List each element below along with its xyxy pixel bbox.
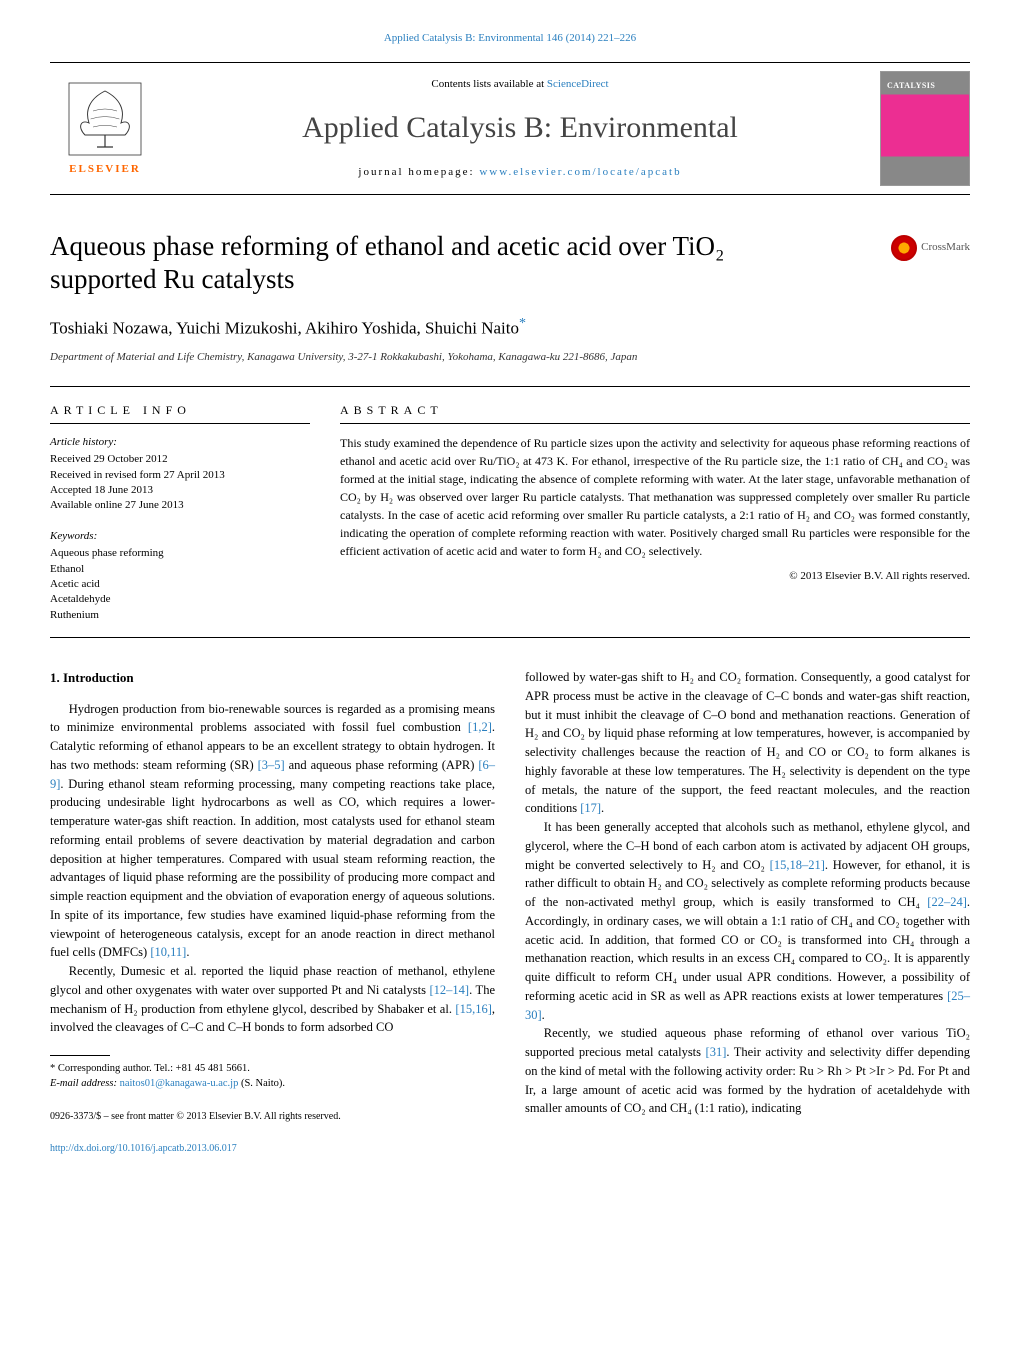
keyword-item: Acetaldehyde xyxy=(50,592,310,607)
article-info-panel: article info Article history: Received 2… xyxy=(50,401,310,624)
body-paragraph: Recently, Dumesic et al. reported the li… xyxy=(50,962,495,1037)
corresponding-marker: * xyxy=(519,316,526,331)
running-citation: Applied Catalysis B: Environmental 146 (… xyxy=(50,30,970,47)
history-received: Received 29 October 2012 xyxy=(50,452,310,467)
crossmark-label: CrossMark xyxy=(921,239,970,256)
footer-issn: 0926-3373/$ – see front matter © 2013 El… xyxy=(50,1110,495,1124)
abstract-text: This study examined the dependence of Ru… xyxy=(340,434,970,560)
article-title: Aqueous phase reforming of ethanol and a… xyxy=(50,230,810,298)
right-column: followed by water-gas shift to H₂ and CO… xyxy=(525,668,970,1155)
contents-available: Contents lists available at ScienceDirec… xyxy=(160,76,880,93)
email-footnote: E-mail address: naitos01@kanagawa-u.ac.j… xyxy=(50,1077,495,1092)
citation-link[interactable]: [1,2] xyxy=(468,720,492,734)
crossmark-widget[interactable]: CrossMark xyxy=(891,235,970,261)
footnote-separator xyxy=(50,1055,110,1056)
keywords-label: Keywords: xyxy=(50,528,310,545)
citation-link[interactable]: [17] xyxy=(580,801,601,815)
section-heading: 1. Introduction xyxy=(50,668,495,688)
journal-title: Applied Catalysis B: Environmental xyxy=(160,105,880,150)
author-names: Toshiaki Nozawa, Yuichi Mizukoshi, Akihi… xyxy=(50,319,519,338)
keyword-item: Ruthenium xyxy=(50,608,310,623)
crossmark-icon xyxy=(891,235,917,261)
keyword-item: Aqueous phase reforming xyxy=(50,546,310,561)
citation-link[interactable]: [15,18–21] xyxy=(770,858,825,872)
article-info-heading: article info xyxy=(50,401,310,424)
citation-link[interactable]: [22–24] xyxy=(927,895,967,909)
email-link[interactable]: naitos01@kanagawa-u.ac.jp xyxy=(120,1078,239,1089)
homepage-link[interactable]: www.elsevier.com/locate/apcatb xyxy=(479,166,681,178)
body-paragraph: It has been generally accepted that alco… xyxy=(525,818,970,1024)
elsevier-tree-icon xyxy=(65,79,145,159)
journal-cover-thumbnail: CATALYSIS xyxy=(880,71,970,186)
keyword-item: Ethanol xyxy=(50,562,310,577)
citation-link[interactable]: [12–14] xyxy=(430,983,470,997)
abstract-heading: abstract xyxy=(340,401,970,424)
corresponding-footnote: * Corresponding author. Tel.: +81 45 481… xyxy=(50,1062,495,1077)
abstract-copyright: © 2013 Elsevier B.V. All rights reserved… xyxy=(340,568,970,585)
body-paragraph: Recently, we studied aqueous phase refor… xyxy=(525,1024,970,1118)
citation-link[interactable]: [31] xyxy=(706,1045,727,1059)
homepage-prefix: journal homepage: xyxy=(358,166,479,178)
contents-prefix: Contents lists available at xyxy=(431,78,546,90)
publisher-name: ELSEVIER xyxy=(69,161,141,178)
history-online: Available online 27 June 2013 xyxy=(50,498,310,513)
body-paragraph: followed by water-gas shift to H₂ and CO… xyxy=(525,668,970,818)
publisher-logo: ELSEVIER xyxy=(50,73,160,183)
journal-homepage: journal homepage: www.elsevier.com/locat… xyxy=(160,164,880,181)
keyword-item: Acetic acid xyxy=(50,577,310,592)
body-paragraph: Hydrogen production from bio-renewable s… xyxy=(50,700,495,963)
left-column: 1. Introduction Hydrogen production from… xyxy=(50,668,495,1155)
doi-link[interactable]: http://dx.doi.org/10.1016/j.apcatb.2013.… xyxy=(50,1143,237,1154)
authors-line: Toshiaki Nozawa, Yuichi Mizukoshi, Akihi… xyxy=(50,313,970,341)
history-revised: Received in revised form 27 April 2013 xyxy=(50,468,310,483)
cover-title: CATALYSIS xyxy=(887,80,935,92)
abstract-panel: abstract This study examined the depende… xyxy=(340,401,970,624)
history-label: Article history: xyxy=(50,434,310,451)
citation-link[interactable]: [3–5] xyxy=(258,758,285,772)
citation-link[interactable]: [10,11] xyxy=(150,945,186,959)
masthead: ELSEVIER Contents lists available at Sci… xyxy=(50,62,970,195)
affiliation: Department of Material and Life Chemistr… xyxy=(50,349,970,366)
citation-link[interactable]: [15,16] xyxy=(455,1002,491,1016)
sciencedirect-link[interactable]: ScienceDirect xyxy=(547,78,609,90)
history-accepted: Accepted 18 June 2013 xyxy=(50,483,310,498)
